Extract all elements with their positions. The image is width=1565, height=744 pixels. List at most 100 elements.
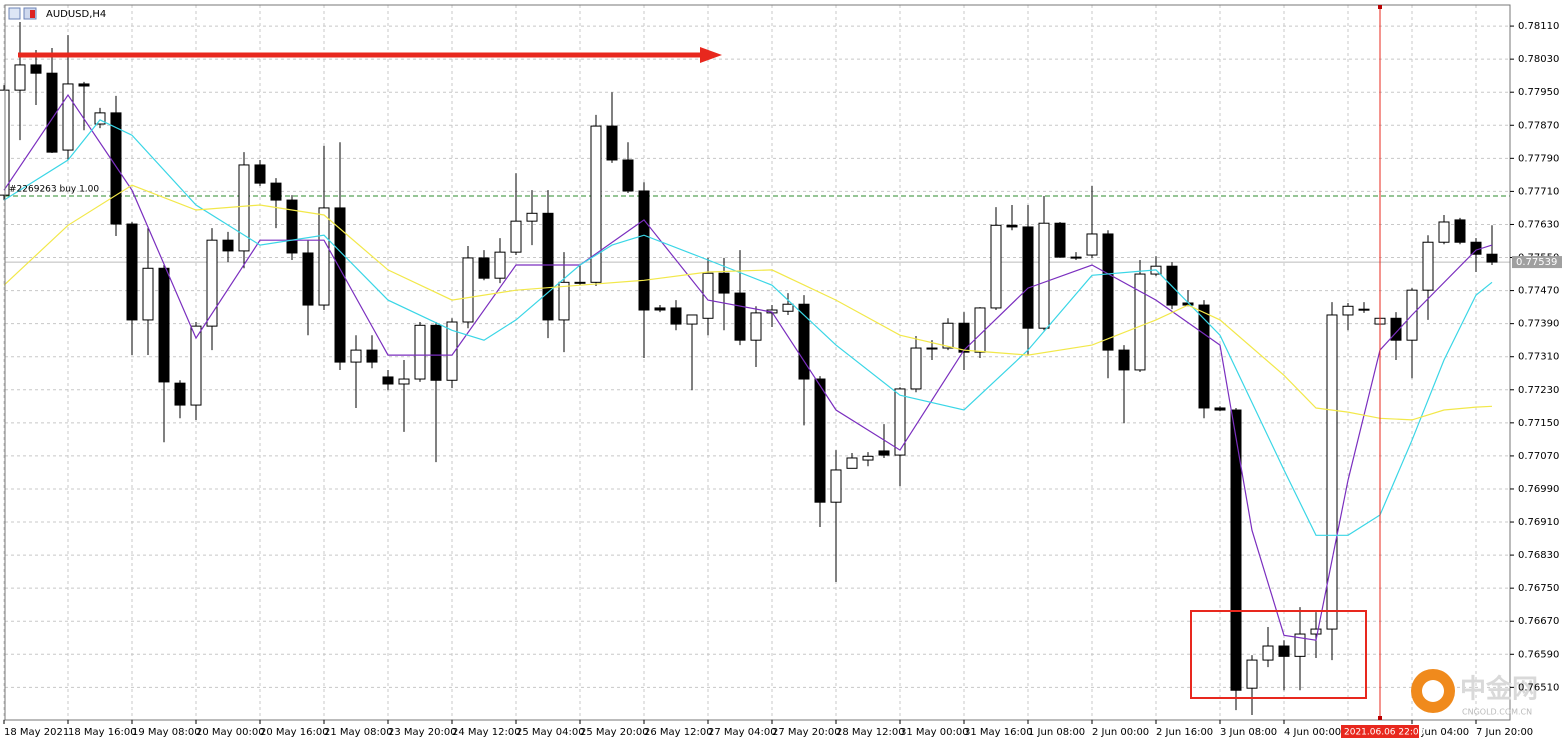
cursor-label: 2021.06.06 22:00	[1344, 728, 1425, 738]
candle-body	[382, 376, 394, 385]
x-tick-label: 27 May 20:00	[772, 727, 841, 738]
x-tick-label: 20 May 00:00	[196, 727, 265, 738]
candle-body	[638, 190, 650, 311]
candle-body	[286, 199, 298, 254]
candle-body	[1006, 224, 1018, 228]
candle-body	[526, 212, 538, 222]
y-tick-label: 0.77390	[1518, 319, 1559, 330]
candle-body	[1486, 253, 1498, 263]
candle-body	[798, 303, 810, 380]
candle-body	[1454, 219, 1466, 243]
candle-body	[398, 378, 410, 385]
candle-body	[974, 307, 986, 353]
chart-title: AUDUSD,H4	[46, 9, 106, 20]
candle-body	[1214, 407, 1226, 411]
candle-body	[926, 347, 938, 350]
candle-body	[878, 450, 890, 456]
x-tick-label: 18 May 2021	[4, 727, 69, 738]
x-tick-label: 20 May 16:00	[260, 727, 329, 738]
plot-frame	[4, 4, 1511, 721]
candle-body	[14, 64, 26, 91]
candle-body	[718, 272, 730, 294]
candle-body	[1022, 226, 1034, 329]
candle-body	[734, 292, 746, 341]
x-tick-label: 3 Jun 08:00	[1220, 727, 1277, 738]
candle-body	[542, 212, 554, 321]
candle-body	[1278, 645, 1290, 657]
x-tick-label: 23 May 20:00	[388, 727, 457, 738]
indicator-line	[3, 184, 1493, 421]
candle-body	[606, 125, 618, 161]
arrow-head	[700, 47, 722, 63]
y-tick-label: 0.76670	[1518, 616, 1559, 627]
candle-body	[942, 322, 954, 349]
y-tick-label: 0.78110	[1518, 21, 1559, 32]
candle-body	[366, 349, 378, 363]
y-tick-label: 0.77630	[1518, 219, 1559, 230]
x-tick-label: 4 Jun 00:00	[1284, 727, 1341, 738]
candle-body	[478, 257, 490, 279]
candle-body	[622, 159, 634, 192]
candle-body	[830, 469, 842, 503]
candle-body	[750, 312, 762, 341]
candle-body	[1262, 645, 1274, 661]
candle-body	[334, 207, 346, 363]
candle-body	[1310, 628, 1322, 635]
candle-body	[1390, 317, 1402, 341]
x-tick-label: 21 May 08:00	[324, 727, 393, 738]
x-tick-label: 19 May 08:00	[132, 727, 201, 738]
y-tick-label: 0.77950	[1518, 87, 1559, 98]
candle-body	[126, 223, 138, 321]
y-tick-label: 0.77470	[1518, 286, 1559, 297]
candle-body	[46, 72, 58, 153]
watermark-title: 中金网	[1460, 674, 1538, 705]
candle-body	[190, 325, 202, 406]
candle-body	[254, 164, 266, 184]
x-tick-label: 25 May 20:00	[580, 727, 649, 738]
x-tick-label: 28 May 12:00	[836, 727, 905, 738]
candle-body	[510, 220, 522, 253]
candle-body	[1038, 222, 1050, 329]
candle-body	[910, 347, 922, 390]
candle-body	[1198, 304, 1210, 409]
y-tick-label: 0.77710	[1518, 186, 1559, 197]
x-tick-label: 24 May 12:00	[452, 727, 521, 738]
candle-body	[78, 83, 90, 87]
candle-body	[174, 382, 186, 406]
candle-body	[1358, 308, 1370, 311]
candle-body	[302, 252, 314, 306]
candle-body	[414, 324, 426, 380]
candle-body	[862, 455, 874, 461]
candle-body	[206, 239, 218, 327]
candle-body	[494, 251, 506, 279]
candle-body	[94, 112, 106, 125]
candle-body	[222, 239, 234, 252]
candle-body	[1246, 659, 1258, 689]
candle-body	[1086, 233, 1098, 256]
candle-body	[350, 349, 362, 363]
candle-body	[1070, 256, 1082, 259]
x-tick-label: 25 May 04:00	[516, 727, 585, 738]
candle-body	[110, 112, 122, 225]
grid	[3, 5, 1510, 720]
y-tick-label: 0.77230	[1518, 385, 1559, 396]
cursor-label-box	[1341, 725, 1419, 738]
y-tick-label: 0.76990	[1518, 484, 1559, 495]
x-tick-label: 26 May 12:00	[644, 727, 713, 738]
cursor-handle	[1378, 716, 1382, 720]
y-tick-label: 0.76510	[1518, 682, 1559, 693]
cursor-handle	[1378, 5, 1382, 9]
candle-body	[238, 164, 250, 252]
candle-body	[782, 303, 794, 312]
candle-body	[590, 125, 602, 283]
y-tick-label: 0.76750	[1518, 583, 1559, 594]
indicator-line	[3, 119, 1493, 536]
last-price-label: 0.77539	[1516, 257, 1557, 268]
candle-body	[702, 272, 714, 319]
y-tick-label: 0.77870	[1518, 120, 1559, 131]
candle-body	[462, 257, 474, 323]
x-tick-label: 2 Jun 00:00	[1092, 727, 1149, 738]
candle-body	[1422, 241, 1434, 291]
